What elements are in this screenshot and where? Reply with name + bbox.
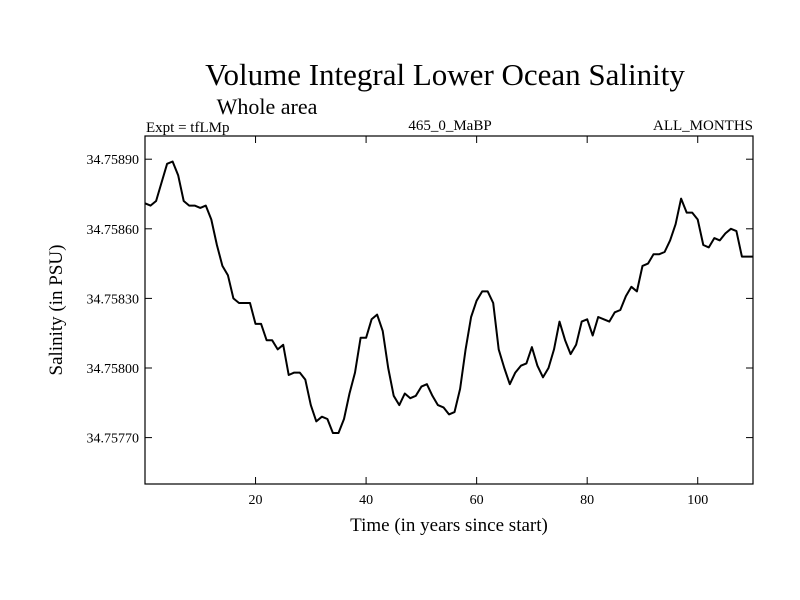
y-tick-label: 34.75830 (87, 292, 140, 307)
months-label: ALL_MONTHS (653, 118, 753, 134)
x-tick-label: 40 (359, 493, 373, 508)
series-layer (144, 160, 753, 434)
x-tick-label: 80 (580, 493, 594, 508)
y-tick-label: 34.75770 (87, 432, 140, 447)
series-line-salinity (144, 160, 753, 434)
y-tick-label: 34.75890 (87, 153, 140, 168)
plot-frame (144, 135, 754, 485)
y-axis-label: Salinity (in PSU) (46, 245, 67, 376)
x-tick-label: 20 (249, 493, 263, 508)
y-tick-label: 34.75860 (87, 223, 140, 238)
period-label: 465_0_MaBP (408, 118, 491, 134)
x-tick-label: 100 (687, 493, 708, 508)
experiment-label: Expt = tfLMp (146, 120, 229, 136)
x-axis-label: Time (in years since start) (350, 515, 548, 536)
y-tick-label: 34.75800 (87, 362, 140, 377)
y-axis: 34.75770 34.75800 34.75830 34.75860 34.75890 (87, 153, 753, 447)
chart-subtitle: Whole area (217, 94, 318, 119)
x-tick-label: 60 (470, 493, 484, 508)
x-axis: 20 40 60 80 100 (249, 136, 708, 508)
chart-title: Volume Integral Lower Ocean Salinity (205, 57, 685, 92)
